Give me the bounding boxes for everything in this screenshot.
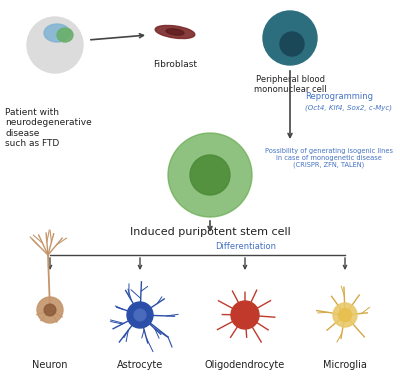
Circle shape — [263, 11, 317, 65]
Circle shape — [190, 155, 230, 195]
Text: Oligodendrocyte: Oligodendrocyte — [205, 360, 285, 370]
FancyBboxPatch shape — [45, 45, 65, 67]
Text: Neuron: Neuron — [32, 360, 68, 370]
Circle shape — [44, 304, 56, 316]
Ellipse shape — [57, 28, 73, 42]
Ellipse shape — [166, 29, 184, 35]
Circle shape — [127, 302, 153, 328]
Circle shape — [231, 301, 259, 329]
Text: Differentiation: Differentiation — [215, 242, 276, 251]
Circle shape — [134, 309, 146, 321]
Ellipse shape — [155, 25, 195, 39]
Ellipse shape — [44, 24, 70, 42]
Text: Astrocyte: Astrocyte — [117, 360, 163, 370]
Text: Possibility of generating isogenic lines
in case of monogenetic disease
(CRISPR,: Possibility of generating isogenic lines… — [265, 148, 393, 169]
Circle shape — [27, 17, 83, 73]
Text: Fibroblast: Fibroblast — [153, 60, 197, 69]
Circle shape — [280, 32, 304, 56]
Text: Peripheral blood
mononuclear cell: Peripheral blood mononuclear cell — [254, 75, 326, 94]
Circle shape — [37, 297, 63, 323]
Text: (Oct4, Klf4, Sox2, c-Myc): (Oct4, Klf4, Sox2, c-Myc) — [305, 104, 392, 111]
Circle shape — [168, 133, 252, 217]
Circle shape — [333, 303, 357, 327]
Text: Reprogramming: Reprogramming — [305, 92, 373, 101]
Text: Patient with
neurodegenerative
disease
such as FTD: Patient with neurodegenerative disease s… — [5, 108, 92, 148]
Circle shape — [338, 308, 352, 322]
Text: Microglia: Microglia — [323, 360, 367, 370]
Text: Induced puripotent stem cell: Induced puripotent stem cell — [130, 227, 290, 237]
